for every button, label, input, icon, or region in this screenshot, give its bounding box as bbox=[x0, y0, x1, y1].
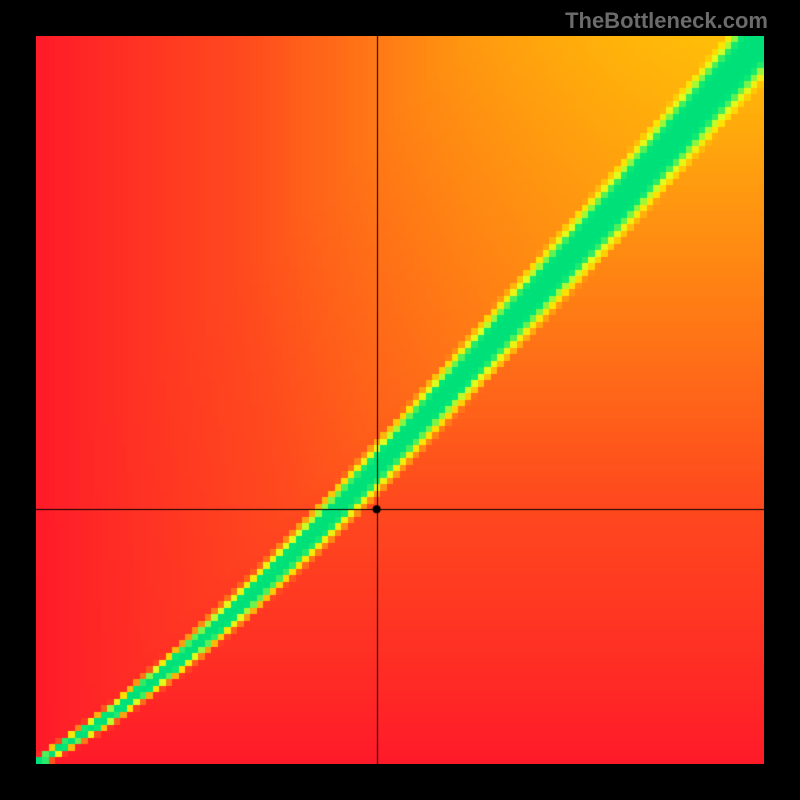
chart-container: TheBottleneck.com bbox=[0, 0, 800, 800]
watermark-text: TheBottleneck.com bbox=[565, 8, 768, 34]
bottleneck-heatmap bbox=[36, 36, 764, 764]
